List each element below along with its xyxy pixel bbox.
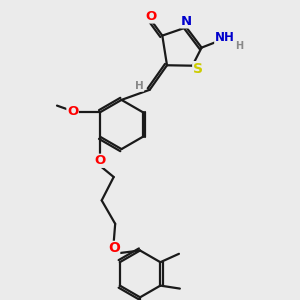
Text: O: O [94, 154, 106, 167]
Text: NH: NH [215, 31, 235, 44]
Text: H: H [135, 81, 144, 91]
Text: H: H [235, 41, 243, 51]
Text: N: N [181, 15, 192, 28]
Text: O: O [108, 242, 120, 255]
Text: S: S [193, 62, 203, 76]
Text: O: O [67, 105, 78, 118]
Text: O: O [145, 10, 157, 23]
